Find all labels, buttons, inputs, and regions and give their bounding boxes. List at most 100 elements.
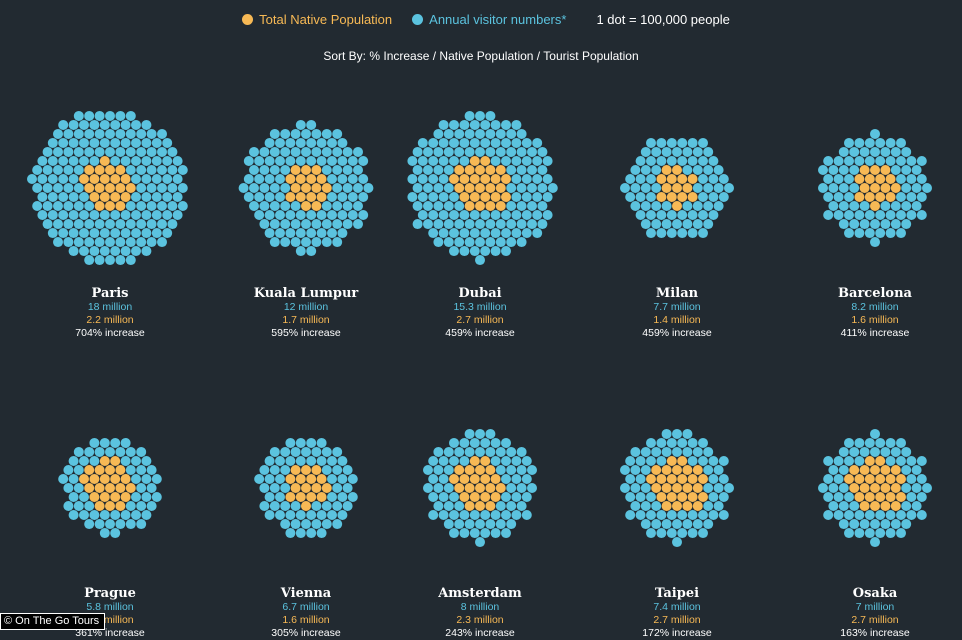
visitor-dot (838, 183, 849, 193)
visitor-dot (490, 437, 501, 448)
native-dot (120, 192, 131, 203)
visitor-dot (516, 483, 527, 493)
visitor-dot (332, 146, 343, 157)
visitor-dot (506, 519, 517, 530)
visitor-dot (157, 164, 167, 175)
visitor-dot (506, 164, 517, 175)
visitor-dot (469, 137, 480, 148)
visitor-dot (68, 492, 79, 503)
native-dot (485, 164, 496, 175)
native-dot (890, 464, 901, 475)
visitor-dot (115, 519, 126, 530)
visitor-dot (423, 164, 433, 175)
dot-cluster (58, 437, 162, 539)
visitor-dot (890, 519, 901, 530)
visitor-dot (854, 210, 865, 221)
visitor-dot (511, 228, 522, 239)
native-dot (316, 192, 327, 203)
native-dot (115, 164, 126, 175)
visitor-dot (125, 464, 136, 475)
visitor-dot (906, 155, 917, 166)
visitor-dot (42, 201, 53, 212)
visitor-dot (687, 210, 698, 221)
visitor-dot (285, 528, 296, 539)
native-dot (94, 201, 105, 212)
native-dot (656, 192, 667, 203)
native-dot (469, 455, 480, 466)
visitor-dot (640, 501, 651, 512)
visitor-dot (141, 473, 152, 484)
city-name: Barcelona (838, 286, 912, 301)
sort-option-increase[interactable]: % Increase (369, 49, 430, 63)
visitor-dot (58, 210, 69, 221)
native-dot (485, 501, 496, 512)
visitor-dot (844, 492, 854, 503)
visitor-dot (521, 192, 532, 203)
visitor-dot (358, 173, 369, 184)
visitor-dot (407, 155, 418, 166)
visitor-dot (316, 528, 327, 539)
visitor-dot (516, 146, 527, 157)
visitor-dot (264, 173, 275, 184)
visitor-dot (682, 146, 693, 157)
visitor-dot (84, 146, 95, 157)
sort-option-tourist[interactable]: Tourist Population (543, 49, 639, 63)
visitor-dot (527, 201, 537, 212)
visitor-dot (823, 473, 834, 484)
visitor-dot (131, 192, 141, 203)
visitor-dot (146, 201, 157, 212)
visitor-dot (68, 246, 79, 257)
visitor-dot (42, 164, 53, 175)
native-dot (682, 501, 693, 512)
visitor-dot (141, 192, 152, 203)
visitor-dot (625, 510, 636, 521)
visitor-dot (433, 501, 444, 512)
legend-visitor-label: Annual visitor numbers* (429, 12, 567, 27)
visitor-dot (713, 501, 724, 512)
legend-native-label: Total Native Population (259, 12, 393, 27)
visitor-dot (449, 228, 459, 239)
visitor-dot (53, 128, 63, 139)
native-dot (125, 483, 136, 493)
visitor-dot (417, 137, 428, 148)
city-name: Prague (84, 586, 136, 601)
visitor-dot (885, 228, 896, 239)
native-dot (875, 492, 886, 503)
native-dot (870, 501, 880, 512)
visitor-dot (68, 228, 79, 239)
visitor-dot (521, 510, 532, 521)
native-dot (469, 173, 480, 184)
native-dot (651, 483, 662, 493)
visitor-dot (885, 210, 896, 221)
visitor-dot (703, 146, 714, 157)
visitor-dot (687, 228, 698, 239)
visitor-dot (269, 146, 280, 157)
sort-option-native[interactable]: Native Population (439, 49, 534, 63)
visitor-dot (280, 519, 291, 530)
visitor-dot (433, 128, 444, 139)
visitor-dot (651, 183, 662, 193)
visitor-dot (316, 437, 327, 448)
visitor-dot (870, 537, 880, 548)
visitor-dot (301, 219, 311, 230)
native-dot (285, 492, 296, 503)
visitor-dot (269, 237, 280, 248)
visitor-dot (157, 201, 167, 212)
visitor-dot (501, 246, 511, 257)
visitor-dot (131, 173, 141, 184)
visitor-dot (630, 183, 641, 193)
visitor-dot (454, 201, 465, 212)
native-dot (301, 464, 311, 475)
visitor-dot (172, 173, 183, 184)
visitor-dot (537, 164, 548, 175)
visitor-dot (285, 210, 296, 221)
native-dot (321, 183, 332, 193)
visitor-dot (532, 192, 543, 203)
visitor-dot (906, 473, 917, 484)
credit: © On The Go Tours (0, 613, 106, 630)
native-dot (295, 492, 306, 503)
visitor-dot (698, 455, 708, 466)
visitor-dot (443, 219, 454, 230)
visitor-dot (264, 192, 275, 203)
native-dot (454, 483, 465, 493)
